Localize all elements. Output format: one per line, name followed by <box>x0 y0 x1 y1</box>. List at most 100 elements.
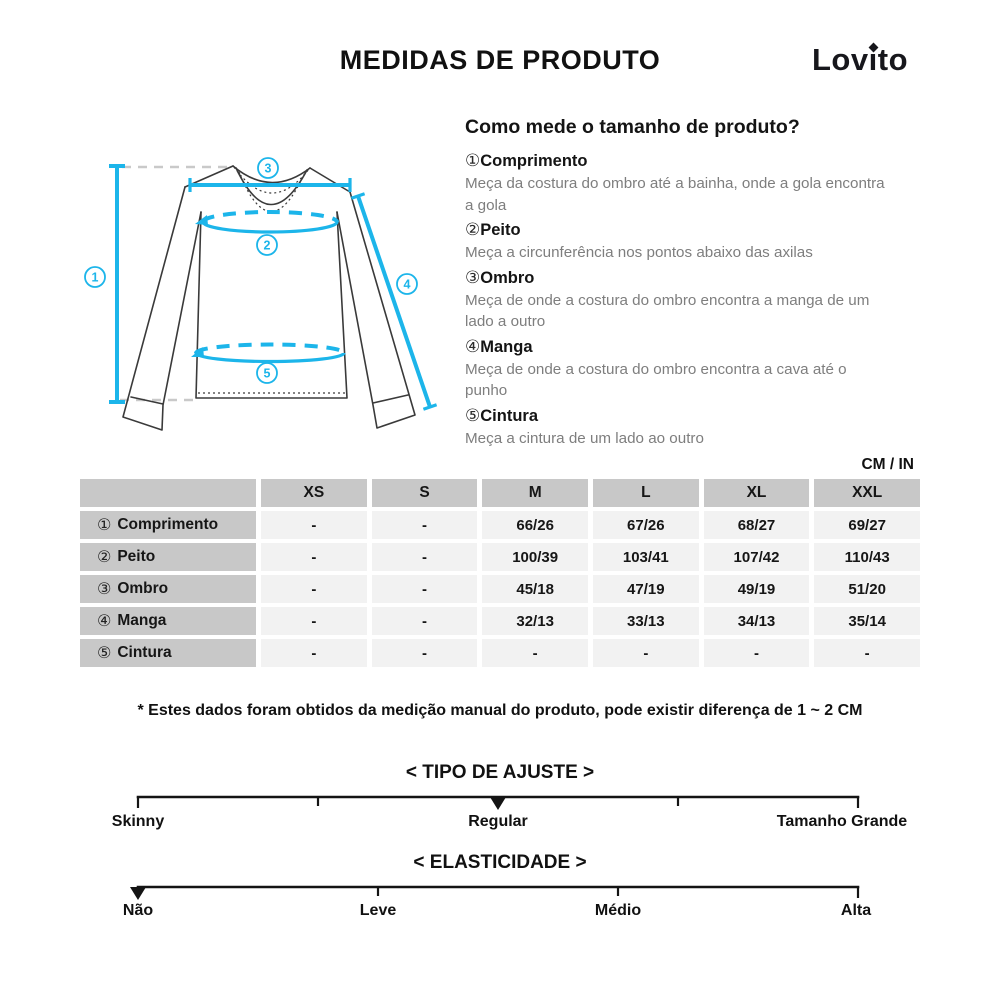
diagram-callouts: 1 2 3 4 5 <box>84 157 418 384</box>
size-value-cell: - <box>371 607 478 635</box>
row-label-cell: ① Comprimento <box>80 511 256 539</box>
row-label: Comprimento <box>117 516 219 533</box>
size-column-header: L <box>592 479 699 507</box>
row-label-cell: ④ Manga <box>80 607 256 635</box>
row-label: Peito <box>117 548 156 565</box>
size-value-cell: 67/26 <box>592 511 699 539</box>
size-column-header: XS <box>261 479 367 507</box>
item-description: Meça a cintura de um lado ao outro <box>465 429 704 447</box>
elasticity-scale-label-medio: Médio <box>594 902 642 919</box>
instruction-item: ④Manga Meça de onde a costura do ombro en… <box>465 336 933 402</box>
size-value-cell: 32/13 <box>482 607 588 635</box>
size-value-cell: 66/26 <box>482 511 588 539</box>
size-value-cell: 51/20 <box>814 575 920 603</box>
unit-label: CM / IN <box>861 456 914 473</box>
sweater-outline <box>122 165 416 431</box>
size-value-cell: - <box>371 543 478 571</box>
size-table: XS S M L XL XXL ① Comprimento - -66/26 67/26 68/27 6… <box>80 479 920 667</box>
arrow-icon <box>191 347 204 357</box>
marker-triangle-icon <box>490 797 506 810</box>
instructions-panel: Como mede o tamanho de produto? ①Comprim… <box>465 116 933 452</box>
size-value-cell: - <box>261 607 367 635</box>
instruction-item-title: ④Manga <box>465 336 933 359</box>
measure-marks <box>109 164 438 411</box>
instruction-item-title: ③Ombro <box>465 267 933 290</box>
instructions-heading: Como mede o tamanho de produto? <box>465 116 800 138</box>
item-number: ③ <box>465 267 481 287</box>
page-title: MEDIDAS DE PRODUTO <box>339 45 661 75</box>
item-description: Meça a circunferência nos pontos abaixo … <box>465 244 813 261</box>
size-value-cell: - <box>482 639 588 667</box>
row-number: ② <box>97 549 112 566</box>
row-number: ① <box>97 517 112 534</box>
fit-scale-label-skinny: Skinny <box>111 813 165 830</box>
instruction-item: ②Peito Meça a circunferência nos pontos a… <box>465 219 933 264</box>
item-description: Meça da costura do ombro até a bainha, o… <box>465 175 885 214</box>
callout-4: 4 <box>404 278 411 292</box>
item-number: ④ <box>465 336 481 356</box>
note-text: * Estes dados foram obtidos da medição m… <box>137 702 863 719</box>
row-label-cell: ② Peito <box>80 543 256 571</box>
row-label-cell: ⑤ Cintura <box>80 639 256 667</box>
size-value-cell: 35/14 <box>814 607 920 635</box>
item-description: Meça de onde a costura do ombro encontra… <box>465 291 870 331</box>
fit-scale-heading: < TIPO DE AJUSTE > <box>405 762 595 783</box>
size-value-cell: - <box>371 511 478 539</box>
size-column-header: S <box>371 479 478 507</box>
item-number: ② <box>465 220 481 239</box>
size-value-cell: 34/13 <box>703 607 810 635</box>
row-label: Ombro <box>117 580 169 597</box>
size-value-cell: 103/41 <box>592 543 699 571</box>
instruction-item-title: ②Peito <box>465 219 933 242</box>
size-value-cell: 68/27 <box>703 511 810 539</box>
elasticity-scale-label-alta: Alta <box>840 902 872 919</box>
item-description: Meça de onde a costura do ombro encontra… <box>465 360 847 400</box>
size-value-cell: - <box>592 639 699 667</box>
measure-chest-ellipse <box>201 210 339 223</box>
size-value-cell: 69/27 <box>814 511 920 539</box>
size-value-cell: 110/43 <box>814 543 920 571</box>
size-value-cell: - <box>261 639 367 667</box>
size-value-cell: - <box>261 543 367 571</box>
instruction-item: ①Comprimento Meça da costura do ombro até… <box>465 150 933 216</box>
elasticity-scale-graphic <box>130 885 860 900</box>
instruction-item-title: ⑤Cintura <box>465 405 933 428</box>
size-value-cell: 33/13 <box>592 607 699 635</box>
row-label: Cintura <box>117 644 172 661</box>
measure-sleeve-line <box>356 195 432 408</box>
size-value-cell: - <box>371 639 478 667</box>
item-label: Comprimento <box>480 152 588 170</box>
instruction-item-title: ①Comprimento <box>465 150 933 173</box>
fit-scale-label-tamanho-grande: Tamanho Grande <box>776 813 908 830</box>
item-label: Ombro <box>480 268 535 287</box>
instruction-item: ③Ombro Meça de onde a costura do ombro en… <box>465 267 933 333</box>
row-number: ⑤ <box>97 645 112 662</box>
arrow-icon <box>195 215 208 225</box>
size-value-cell: 47/19 <box>592 575 699 603</box>
callout-2: 2 <box>264 239 271 253</box>
size-value-cell: 49/19 <box>703 575 810 603</box>
marker-triangle-icon <box>130 887 146 900</box>
size-value-cell: - <box>703 639 810 667</box>
row-label-cell: ③ Ombro <box>80 575 256 603</box>
item-label: Peito <box>480 221 521 239</box>
size-value-cell: - <box>371 575 478 603</box>
elasticity-scale-label-nao: Não <box>122 902 154 919</box>
size-value-cell: 45/18 <box>482 575 588 603</box>
size-value-cell: 107/42 <box>703 543 810 571</box>
row-label: Manga <box>117 612 167 629</box>
item-label: Cintura <box>480 406 538 425</box>
size-value-cell: - <box>261 575 367 603</box>
size-value-cell: - <box>814 639 920 667</box>
instruction-item: ⑤Cintura Meça a cintura de um lado ao out… <box>465 405 933 450</box>
item-number: ⑤ <box>465 405 481 425</box>
brand-logo: Lovı to <box>812 42 909 77</box>
instruction-list: ①Comprimento Meça da costura do ombro até… <box>465 150 933 449</box>
callout-5: 5 <box>264 367 271 381</box>
fit-scale-label-regular: Regular <box>468 813 528 830</box>
table-corner-cell <box>80 479 256 507</box>
callout-3: 3 <box>265 162 272 176</box>
fit-scale-graphic <box>136 795 860 810</box>
row-number: ③ <box>97 581 112 598</box>
